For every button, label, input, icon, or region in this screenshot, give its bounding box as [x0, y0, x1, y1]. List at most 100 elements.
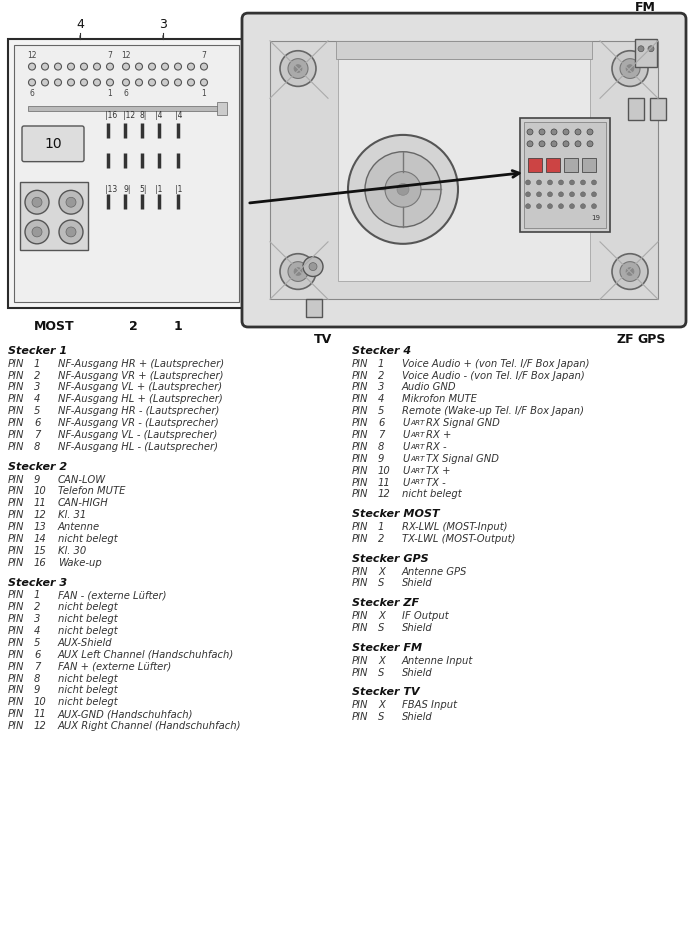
Circle shape	[59, 190, 83, 214]
Text: 1: 1	[107, 89, 112, 99]
Text: PIN: PIN	[352, 358, 369, 369]
Text: 1: 1	[34, 358, 41, 369]
Text: PIN: PIN	[8, 546, 25, 556]
Text: PIN: PIN	[352, 611, 369, 621]
Text: 3: 3	[378, 383, 385, 393]
Text: PIN: PIN	[8, 626, 25, 636]
Text: Stecker 4: Stecker 4	[352, 345, 411, 356]
Text: 12: 12	[34, 722, 47, 731]
Text: NF-Ausgang HR + (Lautsprecher): NF-Ausgang HR + (Lautsprecher)	[58, 358, 224, 369]
Text: PIN: PIN	[8, 722, 25, 731]
Text: PIN: PIN	[352, 522, 369, 532]
Circle shape	[385, 171, 421, 208]
Text: |16: |16	[105, 111, 117, 120]
Bar	[635, 39, 657, 67]
Text: RX -: RX -	[426, 442, 447, 452]
Circle shape	[592, 192, 596, 196]
Circle shape	[612, 254, 648, 290]
Text: NF-Ausgang VR - (Lautsprecher): NF-Ausgang VR - (Lautsprecher)	[58, 418, 219, 428]
Text: |4: |4	[175, 111, 182, 120]
Circle shape	[122, 79, 129, 86]
Text: PIN: PIN	[8, 673, 25, 683]
Text: NF-Ausgang VL + (Lautsprecher): NF-Ausgang VL + (Lautsprecher)	[58, 383, 222, 393]
Circle shape	[570, 180, 574, 185]
Text: 16: 16	[34, 558, 47, 568]
Text: Remote (Wake-up Tel. I/F Box Japan): Remote (Wake-up Tel. I/F Box Japan)	[402, 406, 584, 416]
Text: Voice Audio + (von Tel. I/F Box Japan): Voice Audio + (von Tel. I/F Box Japan)	[402, 358, 590, 369]
Circle shape	[188, 79, 195, 86]
Text: Telefon MUTE: Telefon MUTE	[58, 486, 125, 496]
FancyBboxPatch shape	[242, 13, 686, 327]
Circle shape	[28, 63, 36, 70]
Circle shape	[66, 227, 76, 236]
Text: 4: 4	[34, 395, 41, 404]
Text: |12: |12	[123, 111, 135, 120]
Circle shape	[80, 79, 87, 86]
Text: Stecker 2: Stecker 2	[8, 462, 67, 472]
Circle shape	[581, 192, 585, 196]
Text: S: S	[378, 623, 385, 633]
Text: 7: 7	[107, 50, 112, 60]
Text: S: S	[378, 578, 385, 588]
Text: PIN: PIN	[8, 709, 25, 720]
Text: PIN: PIN	[8, 430, 25, 440]
Circle shape	[41, 63, 48, 70]
Text: 15: 15	[34, 546, 47, 556]
Circle shape	[648, 46, 654, 52]
Text: U: U	[402, 442, 409, 452]
Text: nicht belegt: nicht belegt	[58, 602, 118, 613]
Text: 4: 4	[34, 626, 41, 636]
Text: 4: 4	[76, 18, 84, 31]
Text: ART: ART	[410, 444, 424, 450]
Bar	[270, 41, 658, 299]
Text: 3: 3	[34, 614, 41, 624]
Text: Antenne: Antenne	[58, 522, 100, 532]
Text: U: U	[402, 453, 409, 464]
Text: 3: 3	[159, 18, 167, 31]
Bar	[8, 39, 245, 308]
Text: FM: FM	[634, 1, 656, 14]
Text: 9: 9	[378, 453, 385, 464]
Text: 8: 8	[378, 442, 385, 452]
Text: 9: 9	[34, 475, 41, 484]
Text: |13: |13	[105, 185, 117, 195]
Circle shape	[94, 63, 100, 70]
Text: TX Signal GND: TX Signal GND	[426, 453, 499, 464]
Text: |4: |4	[155, 111, 162, 120]
Text: 1: 1	[34, 590, 41, 600]
Circle shape	[548, 180, 552, 185]
Text: PIN: PIN	[8, 522, 25, 532]
Circle shape	[397, 183, 409, 196]
Text: |1: |1	[175, 185, 182, 195]
Bar	[582, 157, 596, 171]
Text: PIN: PIN	[8, 418, 25, 428]
Circle shape	[527, 129, 533, 135]
Circle shape	[67, 63, 74, 70]
Circle shape	[587, 141, 593, 147]
Text: ZF: ZF	[616, 333, 634, 346]
Text: PIN: PIN	[8, 475, 25, 484]
Text: FBAS Input: FBAS Input	[402, 700, 457, 710]
Text: 4: 4	[378, 395, 385, 404]
Circle shape	[67, 79, 74, 86]
Text: PIN: PIN	[352, 668, 369, 678]
Circle shape	[612, 50, 648, 87]
Text: 10: 10	[378, 466, 391, 476]
Text: nicht belegt: nicht belegt	[402, 490, 462, 499]
Text: 6: 6	[124, 89, 129, 99]
Circle shape	[162, 79, 169, 86]
Text: TX-LWL (MOST-Output): TX-LWL (MOST-Output)	[402, 534, 515, 544]
Circle shape	[559, 192, 563, 196]
Text: X: X	[378, 655, 385, 666]
Text: PIN: PIN	[352, 395, 369, 404]
Text: PIN: PIN	[352, 700, 369, 710]
Circle shape	[551, 129, 557, 135]
Bar	[520, 118, 610, 232]
Bar	[564, 157, 578, 171]
Circle shape	[149, 63, 155, 70]
Circle shape	[136, 79, 142, 86]
Text: S: S	[378, 712, 385, 722]
Text: GPS: GPS	[638, 333, 666, 346]
Text: 12: 12	[378, 490, 391, 499]
Text: FAN + (externe Lüfter): FAN + (externe Lüfter)	[58, 662, 171, 671]
